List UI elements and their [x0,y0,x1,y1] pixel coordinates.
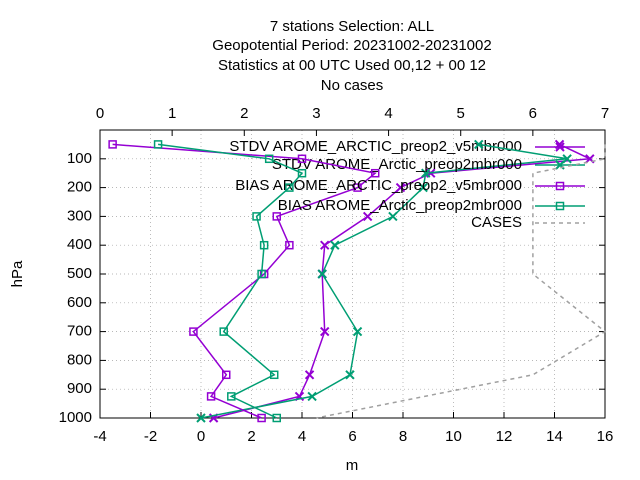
legend-label: STDV AROME_Arctic_preop2mbr000 [272,156,522,173]
x2-tick-label: 7 [601,105,609,122]
marker [108,140,117,149]
marker [418,182,428,193]
x-tick-label: 10 [445,428,462,445]
marker [555,142,565,152]
marker [222,370,231,380]
x2-tick-label: 4 [384,105,392,122]
marker [272,212,281,221]
marker [474,139,484,150]
x-tick-label: 12 [496,428,513,445]
marker [353,183,362,192]
marker [285,240,294,250]
chart-title: Statistics at 00 UTC Used 00,12 + 00 12 [218,57,486,74]
chart-title: Geopotential Period: 20231002-20231002 [212,37,491,54]
marker [257,269,266,279]
marker [317,269,327,279]
marker [352,326,363,337]
marker [264,154,274,164]
marker [219,327,228,336]
x-tick-label: 4 [298,428,306,445]
x-tick-label: -2 [144,428,157,445]
marker [555,201,565,211]
y-tick-label: 800 [67,351,92,368]
legend-label: BIAS AROME_ARCTIC_preop2_v5mbr000 [235,177,522,194]
x-tick-label: -4 [93,428,106,445]
marker [189,327,198,336]
marker [370,168,380,178]
marker [330,240,340,250]
marker [297,168,307,178]
marker [555,181,565,191]
legend-label: BIAS AROME_Arctic_preop2mbr000 [278,197,522,214]
plot-frame [99,129,606,419]
x2-tick-label: 3 [312,105,320,122]
x-tick-label: 14 [546,428,563,445]
marker [320,326,330,337]
y-tick-label: 600 [67,294,92,311]
y-tick-label: 200 [67,179,92,196]
marker [153,140,163,149]
chart-title: No cases [321,77,384,94]
x2-tick-label: 6 [529,105,537,122]
marker [206,392,216,401]
chart-title: 7 stations Selection: ALL [270,18,434,35]
y-tick-label: 400 [67,236,92,253]
x2-tick-label: 5 [457,105,465,122]
y-tick-label: 300 [67,207,92,224]
marker [259,240,269,250]
marker [345,370,355,380]
marker [227,392,236,401]
series-line [112,143,377,419]
marker [297,154,307,164]
marker [272,413,281,423]
marker [285,183,294,192]
y-tick-label: 1000 [59,409,92,426]
marker [307,391,317,402]
marker [252,212,261,221]
y-tick-label: 900 [67,380,92,397]
x-tick-label: 6 [348,428,356,445]
x2-tick-label: 0 [96,105,104,122]
marker [421,168,431,178]
marker [320,240,330,250]
marker [269,370,279,380]
x-tick-label: 2 [247,428,255,445]
x2-tick-label: 2 [240,105,248,122]
series-line [316,144,607,419]
series-line [158,143,304,419]
x-tick-label: 0 [197,428,205,445]
legend-label: CASES [471,214,522,231]
y-tick-label: 700 [67,323,92,340]
marker [388,211,398,222]
y-tick-label: 100 [67,150,92,167]
y-tick-label: 500 [67,265,92,282]
marker [196,413,206,423]
marker [362,211,373,222]
x-tick-label: 16 [597,428,614,445]
y-axis-label: hPa [9,260,26,287]
marker [257,413,266,423]
legend-label: STDV AROME_ARCTIC_preop2_v5mbr000 [229,138,522,155]
marker [395,182,406,193]
x-tick-label: 8 [399,428,407,445]
marker [304,370,315,380]
x-axis-label: m [346,457,359,474]
x2-tick-label: 1 [168,105,176,122]
